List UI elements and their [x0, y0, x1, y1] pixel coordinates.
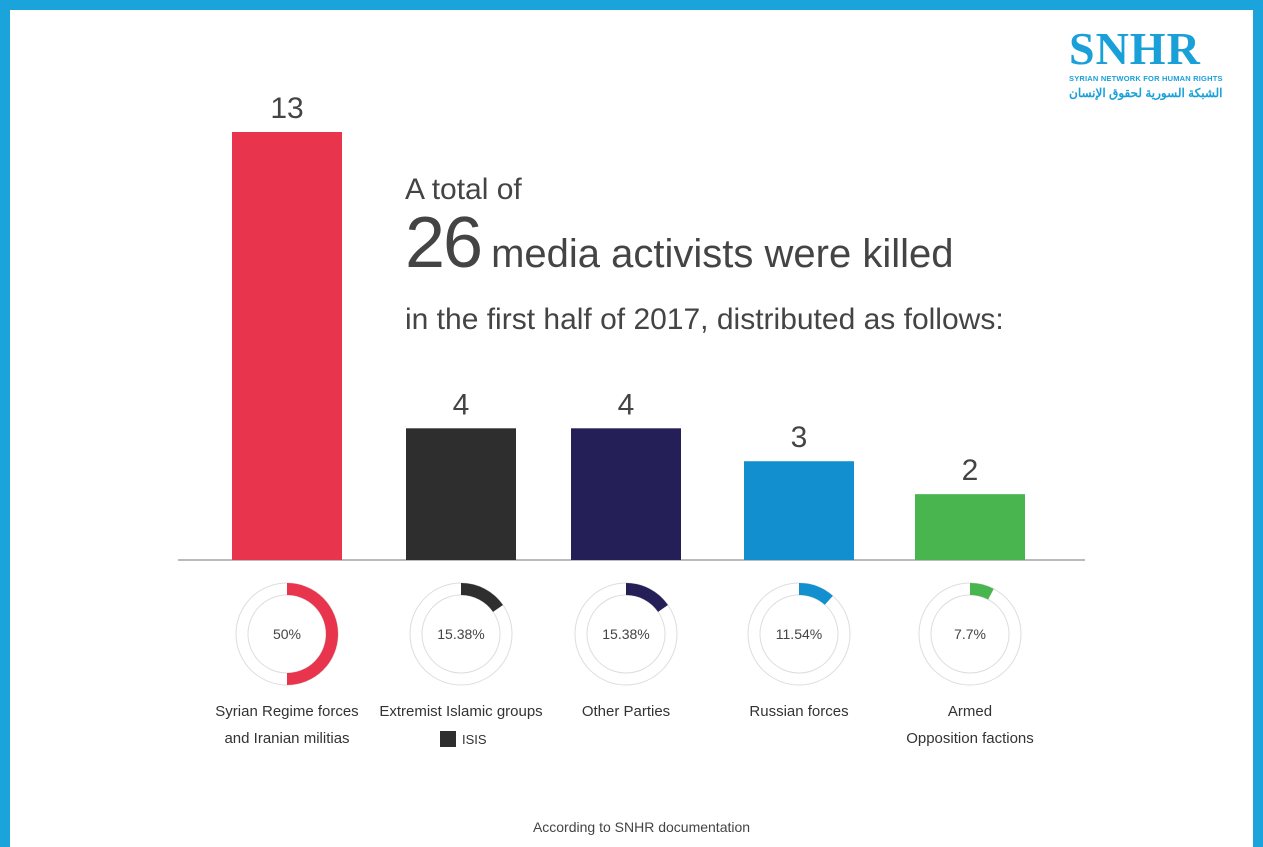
logo-english-name: SYRIAN NETWORK FOR HUMAN RIGHTS [1069, 74, 1223, 83]
category-label-line: Opposition factions [906, 730, 1034, 747]
category-label-line: Syrian Regime forces [215, 703, 359, 720]
percent-label: 15.38% [602, 626, 649, 642]
bar-value-label: 2 [962, 454, 979, 487]
bar-value-label: 13 [270, 92, 303, 125]
source-footer: According to SNHR documentation [532, 819, 751, 835]
donut-segment [798, 583, 833, 606]
bar [571, 428, 681, 560]
headline-total-count: 26 [405, 203, 483, 283]
category-label: Russian forces [699, 698, 899, 725]
donut-segment [286, 583, 338, 685]
isis-legend: ISIS [440, 731, 487, 747]
category-label: Extremist Islamic groups [361, 698, 561, 725]
donut-segment [969, 583, 994, 600]
bar [232, 132, 342, 560]
isis-legend-swatch [440, 731, 456, 747]
percent-label: 11.54% [776, 626, 822, 642]
snhr-logo: SNHR SYRIAN NETWORK FOR HUMAN RIGHTS الش… [1069, 23, 1241, 101]
category-label-line: Armed [947, 703, 993, 720]
category-label-line: Other Parties [581, 703, 671, 720]
bar-value-label: 3 [791, 421, 808, 454]
bar-value-label: 4 [618, 388, 635, 421]
headline-suffix: in the first half of 2017, distributed a… [405, 303, 1004, 336]
bar [744, 461, 854, 560]
bar [406, 428, 516, 560]
percent-label: 50% [273, 626, 301, 642]
percent-label: 7.7% [954, 626, 986, 642]
percent-label: 15.38% [437, 626, 484, 642]
headline: A total of 26 media activists were killed… [405, 172, 1004, 340]
category-label: Armed Opposition factions [870, 698, 1070, 752]
headline-prefix: A total of [405, 173, 522, 206]
category-label-line: and Iranian militias [224, 730, 350, 747]
donut-segment [460, 583, 503, 613]
category-label: Syrian Regime forces and Iranian militias [187, 698, 387, 752]
category-label-line: Russian forces [749, 703, 849, 720]
bar-value-label: 4 [453, 388, 470, 421]
isis-legend-label: ISIS [462, 731, 487, 747]
category-label: Other Parties [526, 698, 726, 725]
donut-segment [625, 583, 668, 613]
category-label-line: Extremist Islamic groups [379, 703, 543, 720]
headline-main-line: 26 media activists were killed [405, 207, 1004, 298]
bar [915, 494, 1025, 560]
logo-arabic-name: الشبكة السورية لحقوق الإنسان [1069, 86, 1223, 100]
headline-main-text: media activists were killed [491, 232, 954, 276]
logo-mark: SNHR [1069, 23, 1201, 74]
